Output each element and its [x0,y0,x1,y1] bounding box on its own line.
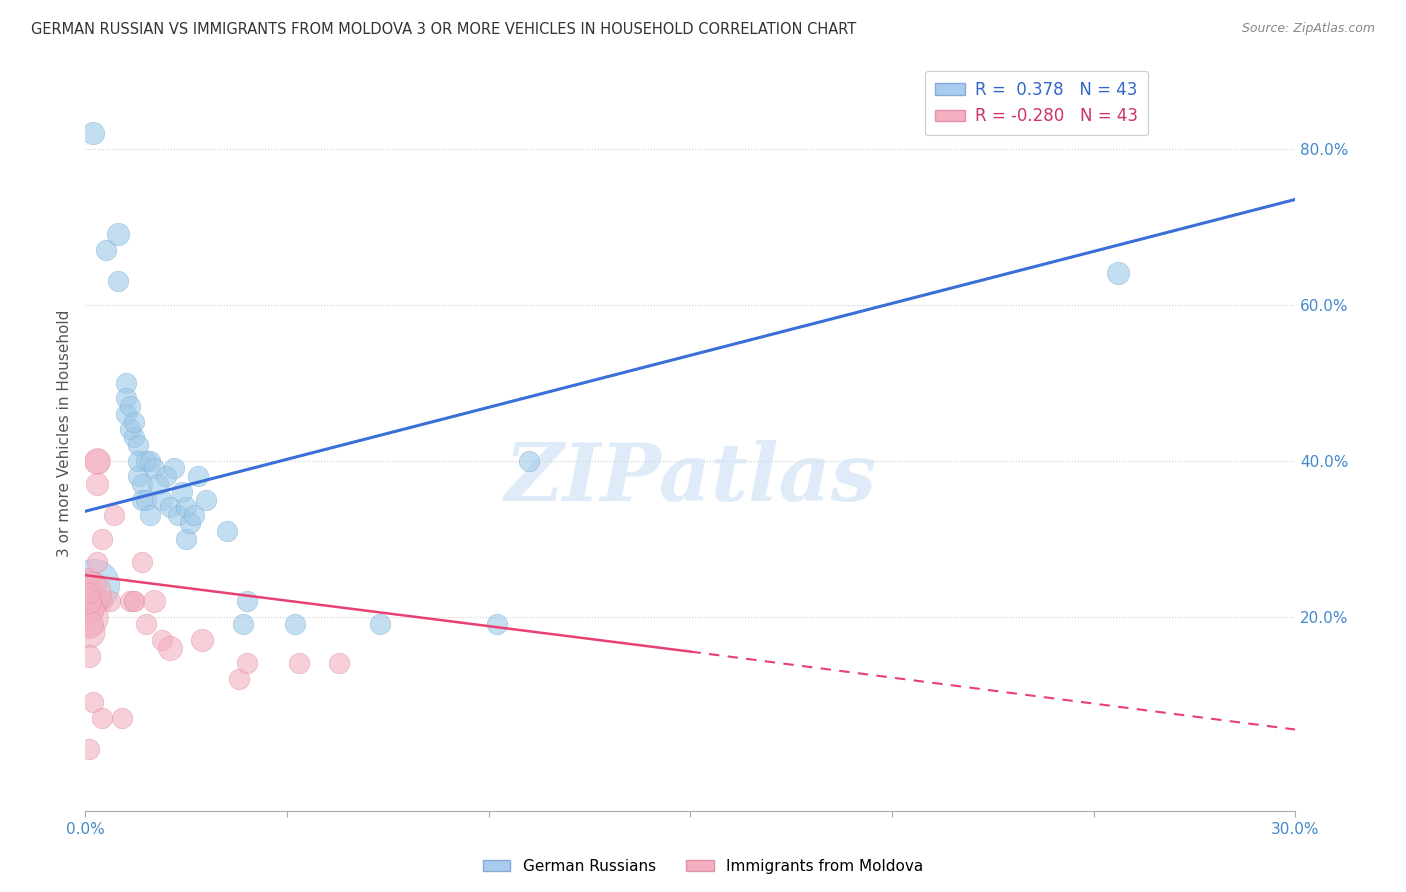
Point [235,594,257,608]
Point [111,711,134,725]
Point [114,407,136,421]
Point [118,399,141,413]
Point [127,453,149,467]
Point [191,632,214,647]
Point [159,640,181,655]
Point [135,492,157,507]
Point [82,594,104,608]
Point [79,578,101,592]
Point [86,453,108,467]
Point [82,586,104,600]
Point [131,477,153,491]
Point [114,376,136,390]
Point [107,274,129,288]
Point [172,484,194,499]
Point [98,594,121,608]
Point [517,453,540,467]
Point [79,601,101,615]
Point [1107,267,1129,281]
Point [167,508,190,523]
Point [107,227,129,242]
Point [150,632,173,647]
Y-axis label: 3 or more Vehicles in Household: 3 or more Vehicles in Household [58,310,72,557]
Point [150,492,173,507]
Point [90,711,112,725]
Point [79,594,101,608]
Point [79,617,101,632]
Point [127,438,149,452]
Point [79,609,101,624]
Point [284,617,307,632]
Point [195,492,218,507]
Point [485,617,508,632]
Point [86,594,108,608]
Text: ZIPatlas: ZIPatlas [505,440,876,517]
Point [82,578,104,592]
Point [122,430,145,444]
Legend: R =  0.378   N = 43, R = -0.280   N = 43: R = 0.378 N = 43, R = -0.280 N = 43 [925,71,1147,136]
Point [368,617,391,632]
Point [159,500,181,515]
Point [86,555,108,569]
Text: GERMAN RUSSIAN VS IMMIGRANTS FROM MOLDOVA 3 OR MORE VEHICLES IN HOUSEHOLD CORREL: GERMAN RUSSIAN VS IMMIGRANTS FROM MOLDOV… [31,22,856,37]
Point [86,453,108,467]
Point [228,672,250,686]
Point [79,570,101,584]
Point [174,532,197,546]
Point [142,594,165,608]
Point [82,578,104,592]
Point [127,469,149,483]
Point [187,469,209,483]
Point [131,555,153,569]
Point [215,524,238,538]
Point [79,601,101,615]
Point [79,625,101,640]
Point [328,657,350,671]
Point [155,469,177,483]
Point [146,477,169,491]
Point [79,648,101,663]
Point [94,243,117,257]
Point [288,657,311,671]
Point [79,586,101,600]
Point [118,422,141,436]
Point [142,461,165,475]
Point [114,391,136,405]
Point [103,508,125,523]
Point [183,508,205,523]
Point [139,453,162,467]
Point [79,586,101,600]
Point [135,617,157,632]
Point [232,617,254,632]
Point [118,594,141,608]
Point [82,601,104,615]
Point [90,594,112,608]
Text: Source: ZipAtlas.com: Source: ZipAtlas.com [1241,22,1375,36]
Point [135,453,157,467]
Point [179,516,201,530]
Point [122,415,145,429]
Legend: German Russians, Immigrants from Moldova: German Russians, Immigrants from Moldova [477,853,929,880]
Point [82,126,104,140]
Point [122,594,145,608]
Point [163,461,186,475]
Point [122,594,145,608]
Point [82,594,104,608]
Point [90,532,112,546]
Point [174,500,197,515]
Point [86,477,108,491]
Point [131,492,153,507]
Point [139,508,162,523]
Point [79,742,101,756]
Point [79,594,101,608]
Point [82,695,104,709]
Point [235,657,257,671]
